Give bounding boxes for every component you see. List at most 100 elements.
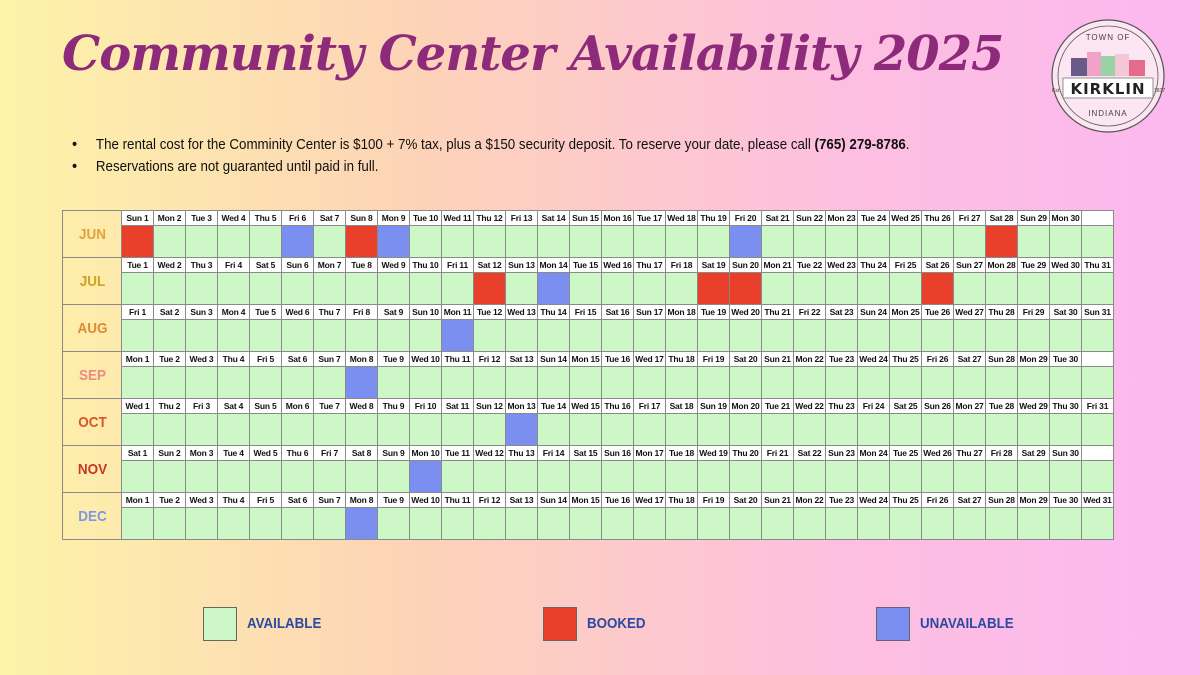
day-cell[interactable] (537, 366, 570, 399)
day-cell[interactable] (249, 225, 282, 258)
day-cell[interactable] (217, 272, 250, 305)
day-cell[interactable] (889, 272, 922, 305)
day-cell[interactable] (153, 413, 186, 446)
day-cell[interactable] (1081, 319, 1114, 352)
day-cell[interactable] (441, 319, 474, 352)
day-cell[interactable] (1017, 413, 1050, 446)
day-cell[interactable] (601, 413, 634, 446)
day-cell[interactable] (217, 225, 250, 258)
day-cell[interactable] (569, 413, 602, 446)
day-cell[interactable] (217, 366, 250, 399)
day-cell[interactable] (121, 366, 154, 399)
day-cell[interactable] (1017, 460, 1050, 493)
day-cell[interactable] (665, 366, 698, 399)
day-cell[interactable] (377, 272, 410, 305)
day-cell[interactable] (1017, 319, 1050, 352)
day-cell[interactable] (1017, 272, 1050, 305)
day-cell[interactable] (569, 460, 602, 493)
day-cell[interactable] (857, 272, 890, 305)
day-cell[interactable] (889, 319, 922, 352)
day-cell[interactable] (537, 460, 570, 493)
day-cell[interactable] (377, 366, 410, 399)
day-cell[interactable] (1049, 272, 1082, 305)
day-cell[interactable] (473, 413, 506, 446)
day-cell[interactable] (505, 272, 538, 305)
day-cell[interactable] (1049, 366, 1082, 399)
day-cell[interactable] (793, 225, 826, 258)
day-cell[interactable] (665, 272, 698, 305)
day-cell[interactable] (569, 366, 602, 399)
day-cell[interactable] (985, 507, 1018, 540)
day-cell[interactable] (793, 507, 826, 540)
day-cell[interactable] (409, 225, 442, 258)
day-cell[interactable] (281, 366, 314, 399)
day-cell[interactable] (1081, 413, 1114, 446)
day-cell[interactable] (377, 319, 410, 352)
day-cell[interactable] (729, 413, 762, 446)
day-cell[interactable] (825, 413, 858, 446)
day-cell[interactable] (185, 413, 218, 446)
day-cell[interactable] (697, 507, 730, 540)
day-cell[interactable] (441, 272, 474, 305)
day-cell[interactable] (249, 319, 282, 352)
day-cell[interactable] (633, 366, 666, 399)
day-cell[interactable] (601, 366, 634, 399)
day-cell[interactable] (569, 507, 602, 540)
day-cell[interactable] (665, 460, 698, 493)
day-cell[interactable] (121, 319, 154, 352)
day-cell[interactable] (1017, 225, 1050, 258)
day-cell[interactable] (249, 413, 282, 446)
day-cell[interactable] (281, 507, 314, 540)
day-cell[interactable] (1049, 319, 1082, 352)
day-cell[interactable] (729, 366, 762, 399)
day-cell[interactable] (217, 319, 250, 352)
day-cell[interactable] (921, 272, 954, 305)
day-cell[interactable] (985, 460, 1018, 493)
day-cell[interactable] (633, 460, 666, 493)
day-cell[interactable] (345, 460, 378, 493)
day-cell[interactable] (249, 460, 282, 493)
day-cell[interactable] (601, 225, 634, 258)
day-cell[interactable] (985, 413, 1018, 446)
day-cell[interactable] (953, 225, 986, 258)
day-cell[interactable] (185, 366, 218, 399)
day-cell[interactable] (825, 272, 858, 305)
day-cell[interactable] (153, 319, 186, 352)
day-cell[interactable] (665, 507, 698, 540)
day-cell[interactable] (601, 272, 634, 305)
day-cell[interactable] (185, 272, 218, 305)
day-cell[interactable] (377, 507, 410, 540)
day-cell[interactable] (377, 460, 410, 493)
day-cell[interactable] (1049, 507, 1082, 540)
day-cell[interactable] (185, 225, 218, 258)
day-cell[interactable] (217, 460, 250, 493)
day-cell[interactable] (697, 225, 730, 258)
day-cell[interactable] (217, 413, 250, 446)
day-cell[interactable] (793, 366, 826, 399)
day-cell[interactable] (953, 366, 986, 399)
day-cell[interactable] (761, 413, 794, 446)
day-cell[interactable] (985, 225, 1018, 258)
day-cell[interactable] (857, 366, 890, 399)
day-cell[interactable] (217, 507, 250, 540)
day-cell[interactable] (249, 366, 282, 399)
day-cell[interactable] (185, 460, 218, 493)
day-cell[interactable] (537, 413, 570, 446)
day-cell[interactable] (121, 272, 154, 305)
day-cell[interactable] (825, 319, 858, 352)
day-cell[interactable] (953, 460, 986, 493)
day-cell[interactable] (313, 366, 346, 399)
day-cell[interactable] (281, 272, 314, 305)
day-cell[interactable] (377, 225, 410, 258)
day-cell[interactable] (153, 366, 186, 399)
day-cell[interactable] (409, 366, 442, 399)
day-cell[interactable] (505, 225, 538, 258)
day-cell[interactable] (313, 225, 346, 258)
day-cell[interactable] (729, 225, 762, 258)
day-cell[interactable] (537, 272, 570, 305)
day-cell[interactable] (121, 413, 154, 446)
day-cell[interactable] (921, 413, 954, 446)
day-cell[interactable] (729, 272, 762, 305)
day-cell[interactable] (441, 413, 474, 446)
day-cell[interactable] (345, 272, 378, 305)
